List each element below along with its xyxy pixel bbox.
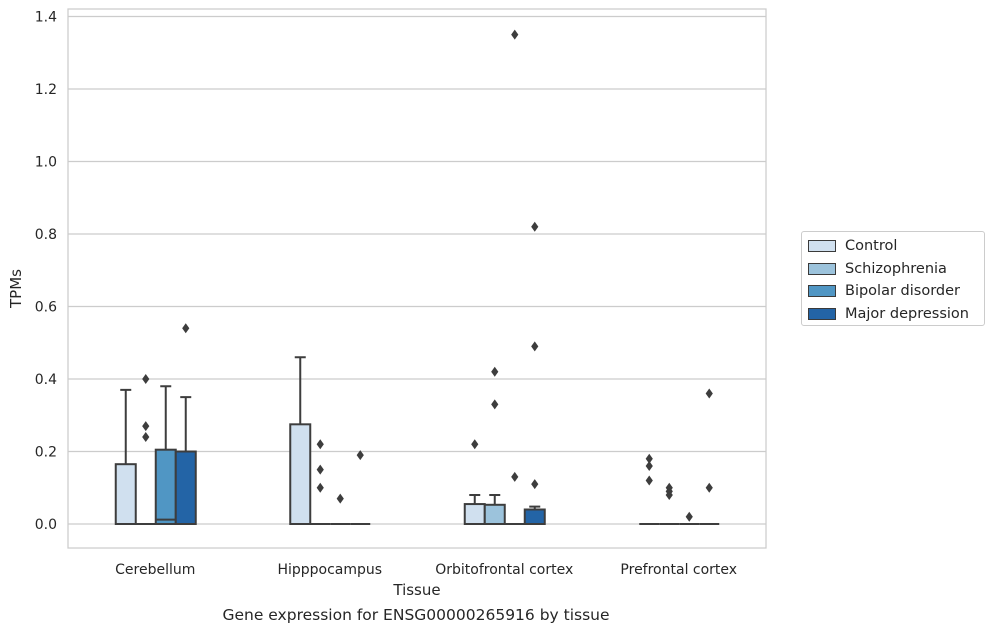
boxes: [114, 356, 720, 526]
outlier-point: [685, 511, 693, 522]
chart-title: Gene expression for ENSG00000265916 by t…: [222, 606, 610, 624]
box-rect: [463, 503, 486, 525]
legend-item-control: Control: [808, 235, 984, 258]
box-2-3: [523, 505, 546, 525]
legend-label-major-depression: Major depression: [845, 305, 969, 322]
outlier-point: [531, 221, 539, 232]
outlier-point: [531, 479, 539, 490]
y-tick-label: 0.0: [35, 517, 57, 533]
x-axis-label: Tissue: [392, 581, 440, 599]
y-tick-labels: 0.0 0.2 0.4 0.6 0.8 1.0 1.2 1.4: [35, 10, 57, 534]
outlier-point: [491, 366, 499, 377]
outlier-point: [645, 461, 653, 471]
box-rect: [483, 503, 506, 526]
box-2-1: [483, 494, 506, 526]
legend-label-schizophrenia: Schizophrenia: [845, 260, 947, 277]
y-tick-label: 1.4: [35, 10, 57, 26]
x-tick-label: Prefrontal cortex: [620, 562, 737, 578]
box-rect: [114, 463, 137, 525]
box-rect: [289, 423, 312, 525]
box-rect: [523, 508, 546, 525]
legend-swatch-schizophrenia: [808, 262, 836, 275]
box-0-2: [154, 385, 177, 525]
outlier-point: [491, 399, 499, 410]
legend: Control Schizophrenia Bipolar disorder M…: [801, 231, 985, 326]
outlier-point: [665, 482, 673, 493]
gridlines: [68, 15, 766, 525]
y-tick-label: 0.8: [35, 227, 57, 243]
outlier-point: [705, 482, 713, 493]
y-tick-label: 0.6: [35, 300, 57, 316]
y-tick-label: 0.4: [35, 372, 57, 388]
outlier-point: [336, 493, 344, 504]
outlier-point: [511, 29, 519, 40]
legend-swatch-bipolar-disorder: [808, 285, 836, 298]
legend-label-bipolar-disorder: Bipolar disorder: [845, 283, 960, 300]
outlier-point: [142, 432, 150, 442]
box-rect: [154, 448, 177, 525]
plot-frame: [67, 8, 767, 549]
x-tick-label: Cerebellum: [115, 562, 195, 578]
outlier-point: [316, 439, 324, 450]
legend-swatch-major-depression: [808, 307, 836, 320]
outlier-point: [471, 439, 479, 450]
legend-item-major-depression: Major depression: [808, 303, 984, 326]
x-tick-label: Hipppocampus: [277, 562, 382, 578]
legend-item-schizophrenia: Schizophrenia: [808, 258, 984, 281]
y-tick-label: 0.2: [35, 445, 57, 461]
y-tick-label: 1.2: [35, 82, 57, 98]
outlier-point: [645, 475, 653, 486]
box-2-0: [463, 494, 486, 525]
box-0-0: [114, 388, 137, 525]
box-rect: [174, 450, 197, 525]
outlier-point: [511, 471, 519, 482]
y-axis-label: TPMs: [7, 269, 25, 309]
outlier-point: [316, 482, 324, 493]
outliers: [142, 29, 713, 522]
x-tick-label: Orbitofrontal cortex: [435, 562, 573, 578]
outlier-point: [531, 341, 539, 352]
outlier-point: [182, 323, 190, 334]
outlier-point: [142, 374, 150, 384]
legend-item-bipolar-disorder: Bipolar disorder: [808, 280, 984, 303]
outlier-point: [142, 421, 150, 432]
x-tick-labels: Cerebellum Hipppocampus Orbitofrontal cort…: [115, 562, 737, 578]
legend-label-control: Control: [845, 238, 898, 255]
y-tick-label: 1.0: [35, 155, 57, 171]
outlier-point: [356, 450, 364, 461]
legend-swatch-control: [808, 240, 836, 253]
outlier-point: [705, 388, 713, 399]
box-1-0: [289, 356, 312, 525]
box-0-3: [174, 396, 197, 525]
outlier-point: [645, 453, 653, 464]
outlier-point: [316, 464, 324, 475]
